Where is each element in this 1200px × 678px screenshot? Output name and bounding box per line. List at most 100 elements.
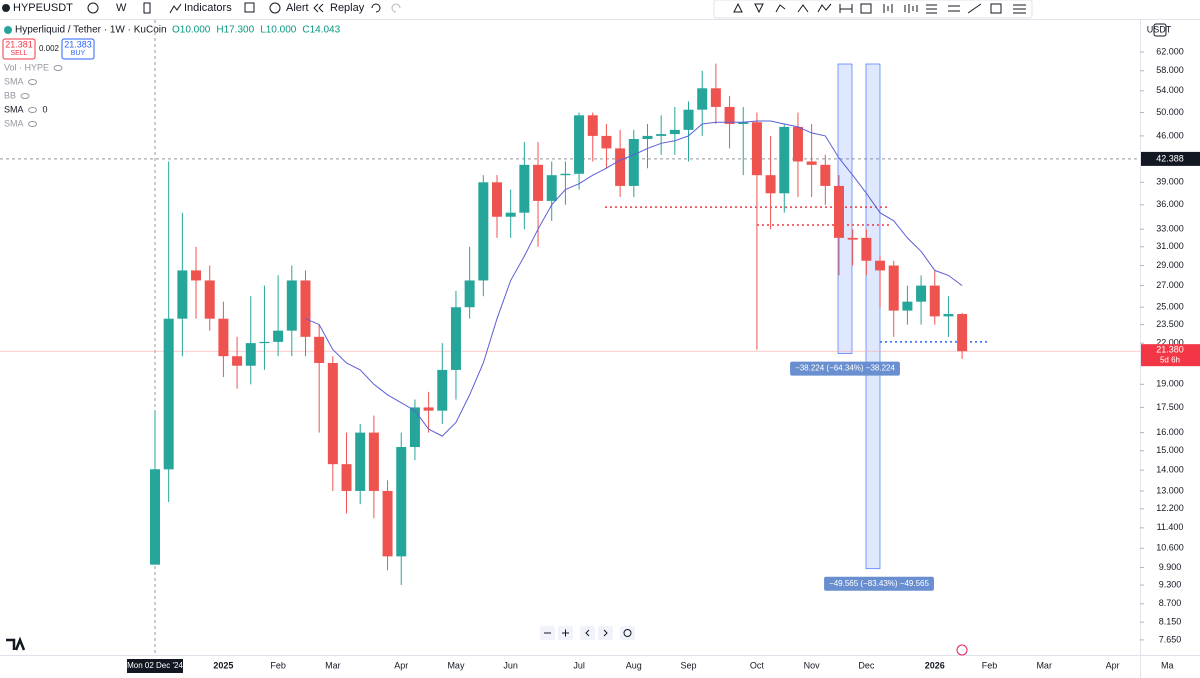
candle-body [355,432,366,491]
crosshair-date-tag [127,659,183,673]
x-tick-label: Jul [573,660,585,670]
visibility-toggle [53,65,63,71]
candle-body [929,285,940,317]
tool-path[interactable] [775,4,786,13]
tool-box[interactable] [860,3,872,14]
last-price: 21.380 [1156,345,1184,355]
drawing-toolbar [713,0,1033,19]
ohlc-value: H17.300 [216,25,254,36]
candle-body [204,280,215,319]
buy-label: BUY [71,50,86,57]
candle-body [368,432,379,491]
indicator-value: 0 [43,104,48,114]
scroll-left-icon [585,629,590,637]
replay-button[interactable]: Replay [330,2,365,14]
alert-icon [269,2,281,14]
x-tick-label: Apr [1106,660,1120,670]
candle-body [519,164,530,213]
measure-range [865,63,881,570]
reset-icon [623,629,632,637]
x-tick-label: Aug [626,660,642,670]
tool-channel[interactable] [948,5,960,12]
y-tick-label: 54.000 [1156,85,1184,95]
y-tick-label: 27.000 [1156,280,1184,290]
replay-icon [313,3,324,13]
indicator-name: BB [4,90,16,100]
candle-body [847,237,858,240]
y-tick-label: 16.000 [1156,427,1184,437]
x-tick-label: Ma [1161,660,1174,670]
candle-body [191,270,202,281]
y-tick-label: 50.000 [1156,107,1184,117]
interval[interactable]: W [116,2,127,14]
alert-button[interactable]: Alert [286,2,309,14]
candle-body [574,115,585,174]
tool-arrow-up[interactable] [733,2,743,13]
chart-type[interactable] [143,2,151,14]
undo[interactable] [371,3,381,13]
bottom-bar: USDT [0,20,1200,678]
symbol[interactable]: HYPEUSDT [13,2,73,14]
y-tick-label: 14.000 [1156,464,1184,474]
axis-settings[interactable] [1153,23,1167,37]
candle-body [450,307,461,370]
candle-body [724,106,735,124]
tool-line[interactable] [967,3,982,14]
candle-body [341,464,352,491]
currency[interactable]: USDT [1147,24,1172,34]
y-tick-label: 29.000 [1156,260,1184,270]
redo[interactable] [391,3,401,13]
scroll-left[interactable] [580,626,595,640]
candle-body [875,260,886,271]
candle-body [423,407,434,411]
tool-fib[interactable] [926,4,937,14]
candle-body [560,173,571,176]
candle-body [327,362,338,465]
tool-range[interactable] [839,4,853,13]
y-tick-label: 31.000 [1156,241,1184,251]
event-icon[interactable] [956,644,968,656]
tool-curve[interactable] [797,4,809,13]
tool-menu[interactable] [1013,4,1026,14]
layouts[interactable] [244,2,255,13]
tv-logo [6,636,26,651]
tool-arrow-down[interactable] [754,3,764,14]
y-tick-label: 36.000 [1156,199,1184,209]
x-tick-label: Sep [681,660,697,670]
candle-body [615,148,626,186]
measure-label: −38.224 (−64.34%) −38.224 [795,364,895,373]
x-tick-label: May [447,660,465,670]
tool-polyline[interactable] [817,3,832,13]
y-tick-label: 17.500 [1156,402,1184,412]
candle-body [669,129,680,135]
indicator-name: SMA [4,118,24,128]
tool-rect[interactable] [990,3,1002,14]
candle-body [150,469,160,565]
scroll-right[interactable] [598,626,613,640]
indicators-button[interactable]: Indicators [184,2,232,14]
visibility-toggle [28,79,38,85]
candle-body [546,175,557,201]
visibility-toggle [28,121,38,127]
legend: Hyperliquid / Tether · 1W · KuCoin 21.38… [2,25,167,60]
add-symbol[interactable] [87,2,99,14]
candle-body [820,164,831,186]
candle-body [943,314,954,317]
symbol-icon [2,4,10,12]
reset-chart[interactable] [620,626,635,640]
tool-bars[interactable] [883,4,893,13]
top-toolbar: HYPEUSDT W Indicators Alert Replay [0,0,1200,20]
crosshair-date: Mon 02 Dec '24 [127,661,183,670]
x-tick-label: 2025 [213,660,233,670]
candle-body [478,182,489,281]
y-tick-label: 46.000 [1156,130,1184,140]
candle-body [642,135,653,139]
sell-button[interactable] [2,38,36,60]
buy-button[interactable] [61,38,95,60]
candle-body [437,369,448,411]
y-tick-label: 9.900 [1159,562,1182,572]
measure-label-bg [824,576,934,591]
indicators-icon [169,3,182,14]
x-tick-label: Apr [394,660,408,670]
tool-candles[interactable] [904,4,918,13]
